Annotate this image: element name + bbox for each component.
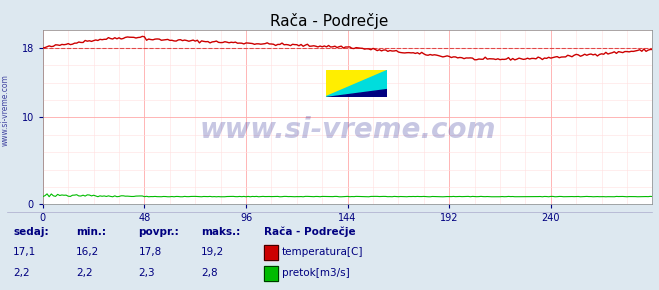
Text: temperatura[C]: temperatura[C] [282, 247, 364, 257]
Text: www.si-vreme.com: www.si-vreme.com [200, 116, 496, 144]
Text: 2,3: 2,3 [138, 268, 155, 278]
Text: 2,8: 2,8 [201, 268, 217, 278]
Text: 17,8: 17,8 [138, 247, 161, 257]
Text: min.:: min.: [76, 227, 106, 237]
Text: pretok[m3/s]: pretok[m3/s] [282, 268, 350, 278]
Text: Rača - Podrečje: Rača - Podrečje [264, 227, 355, 237]
Text: maks.:: maks.: [201, 227, 241, 237]
Text: Rača - Podrečje: Rača - Podrečje [270, 13, 389, 29]
Text: sedaj:: sedaj: [13, 227, 49, 237]
Text: 17,1: 17,1 [13, 247, 36, 257]
Text: 19,2: 19,2 [201, 247, 224, 257]
Text: www.si-vreme.com: www.si-vreme.com [1, 74, 10, 146]
Text: povpr.:: povpr.: [138, 227, 179, 237]
Text: 16,2: 16,2 [76, 247, 99, 257]
Text: 2,2: 2,2 [76, 268, 92, 278]
Text: 2,2: 2,2 [13, 268, 30, 278]
